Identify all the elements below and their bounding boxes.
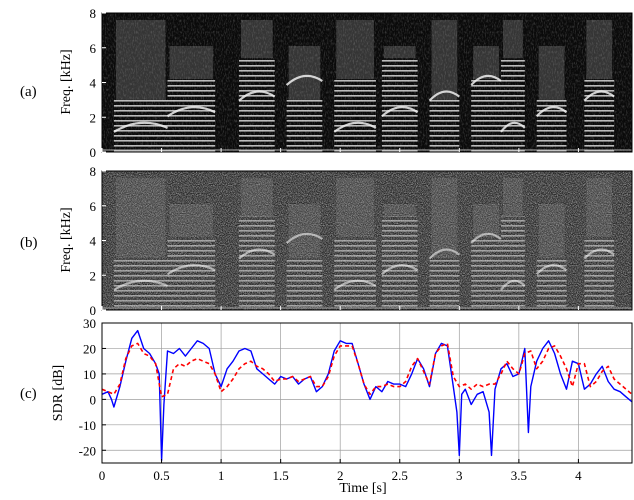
spectrogram-a-yticks: 0 2 4 6 8 — [90, 6, 579, 160]
panel-label-a: (a) — [20, 84, 37, 100]
xtick-label: 1 — [218, 468, 225, 483]
speech-segment — [470, 204, 502, 310]
panel-b: 0 2 4 6 8 (b) Freq. [kHz] — [20, 164, 633, 318]
ytick-label: 4 — [90, 76, 97, 91]
ytick-label: 2 — [90, 268, 97, 283]
ytick-label: 6 — [90, 199, 97, 214]
ytick-label: 30 — [83, 316, 96, 331]
speech-segment — [381, 46, 419, 152]
ytick-label: -10 — [79, 418, 96, 433]
xtick-label: 2 — [337, 468, 344, 483]
panel-c: 0 0.5 1 1.5 2 2.5 3 3.5 4 -20 -10 0 10 20 30 (c) SDR [… — [20, 316, 633, 496]
xtick-label: 0 — [99, 468, 106, 483]
ylabel-c: SDR [dB] — [51, 365, 66, 421]
speech-segment — [166, 46, 216, 152]
speech-segment — [535, 204, 568, 310]
xtick-label: 0.5 — [153, 468, 169, 483]
ytick-label: 6 — [90, 41, 97, 56]
low-frequency-floor — [102, 307, 632, 309]
speech-segment — [285, 46, 323, 152]
plot-c-frame — [101, 322, 633, 464]
xlabel: Time [s] — [339, 481, 386, 496]
xtick-label: 1.5 — [273, 468, 289, 483]
speech-segment — [238, 177, 276, 310]
ytick-label: -20 — [79, 443, 96, 458]
xtick-label: 3.5 — [511, 468, 527, 483]
ytick-label: 0 — [90, 392, 97, 407]
series-line-blue — [101, 329, 633, 462]
ylabel-a: Freq. [kHz] — [59, 49, 74, 114]
speech-segment — [535, 46, 568, 152]
speech-segment — [500, 177, 526, 310]
speech-segment — [583, 19, 615, 152]
plot-c-ticks: 0 0.5 1 1.5 2 2.5 3 3.5 4 -20 -10 0 10 20 30 — [79, 316, 582, 483]
panel-label-b: (b) — [20, 235, 38, 251]
panel-a: 0 2 4 6 8 (a) Freq. [kHz] — [20, 6, 633, 160]
spectrogram-b-yticks: 0 2 4 6 8 — [90, 164, 579, 318]
panel-label-c: (c) — [20, 386, 37, 402]
speech-segment — [333, 177, 377, 310]
ytick-label: 0 — [90, 303, 97, 318]
speech-segment — [238, 19, 276, 152]
speech-segment — [428, 177, 460, 310]
ytick-label: 2 — [90, 110, 97, 125]
ytick-label: 0 — [90, 145, 97, 160]
spectrogram-a-speech-segments — [101, 12, 633, 153]
speech-segment — [113, 19, 168, 152]
speech-segment — [583, 177, 615, 310]
series-line-red-dashed — [101, 342, 633, 398]
low-frequency-floor — [102, 149, 632, 151]
speech-segment — [381, 204, 419, 310]
speech-segment — [470, 46, 502, 152]
speech-segment — [333, 19, 377, 152]
ytick-label: 4 — [90, 234, 97, 249]
speech-segment — [428, 19, 460, 152]
ylabel-b: Freq. [kHz] — [59, 207, 74, 272]
ytick-label: 8 — [90, 164, 97, 179]
xtick-label: 4 — [575, 468, 582, 483]
ytick-label: 20 — [83, 341, 96, 356]
ytick-label: 8 — [90, 6, 97, 21]
xtick-label: 3 — [456, 468, 463, 483]
speech-segment — [500, 19, 526, 152]
xtick-label: 2.5 — [392, 468, 408, 483]
ytick-label: 10 — [83, 367, 96, 382]
speech-segment — [113, 177, 168, 310]
speech-segment — [166, 204, 216, 310]
spectrogram-b-speech-segments — [101, 170, 633, 311]
speech-segment — [285, 204, 323, 310]
plot-c-series — [101, 322, 633, 464]
